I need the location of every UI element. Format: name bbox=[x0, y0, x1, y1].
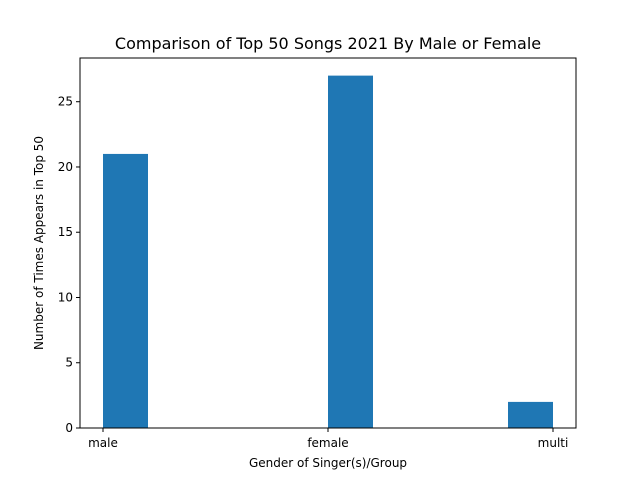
bars-group bbox=[103, 75, 553, 429]
bar-female bbox=[328, 75, 373, 428]
y-axis-label: Number of Times Appears in Top 50 bbox=[32, 136, 46, 350]
x-tick-label-multi: multi bbox=[538, 436, 569, 450]
y-axis-ticks: 0 5 10 15 20 25 bbox=[58, 95, 80, 435]
plot-frame bbox=[79, 57, 577, 429]
bar-multi bbox=[508, 401, 553, 428]
y-tick-label-15: 15 bbox=[58, 225, 73, 239]
y-tick-label-20: 20 bbox=[58, 160, 73, 174]
x-axis-label: Gender of Singer(s)/Group bbox=[249, 456, 407, 470]
x-axis-ticks: male female multi bbox=[88, 428, 568, 450]
y-tick-label-10: 10 bbox=[58, 290, 73, 304]
y-tick-label-25: 25 bbox=[58, 95, 73, 109]
y-tick-label-0: 0 bbox=[65, 421, 73, 435]
y-tick-label-5: 5 bbox=[65, 356, 73, 370]
x-tick-label-male: male bbox=[88, 436, 118, 450]
chart-title: Comparison of Top 50 Songs 2021 By Male … bbox=[115, 34, 541, 53]
bar-male bbox=[103, 153, 148, 429]
x-tick-label-female: female bbox=[307, 436, 348, 450]
